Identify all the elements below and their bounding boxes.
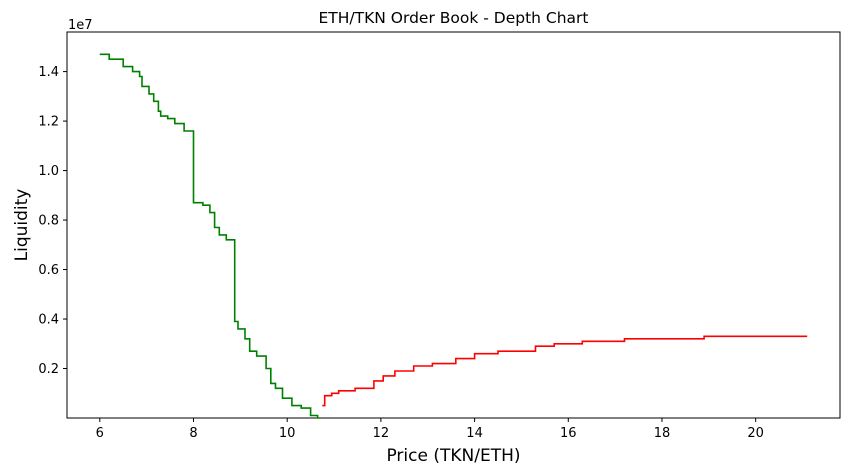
y-tick-label: 0.2 <box>38 362 59 377</box>
x-tick-label: 16 <box>560 426 577 441</box>
y-tick-label: 0.6 <box>38 263 59 278</box>
y-tick-label: 0.8 <box>38 214 59 229</box>
plot-area <box>99 53 808 419</box>
x-axis: 6 8 10 12 14 16 18 20 <box>96 418 764 441</box>
y-tick-label: 0.4 <box>38 313 59 328</box>
y-offset-text: 1e7 <box>68 18 93 33</box>
x-tick-label: 18 <box>654 426 671 441</box>
x-tick-label: 20 <box>747 426 764 441</box>
series-line-0 <box>99 53 320 419</box>
x-tick-label: 6 <box>96 426 104 441</box>
y-axis-label: Liquidity <box>12 189 32 262</box>
y-axis: 0.2 0.4 0.6 0.8 1.0 1.2 1.4 <box>38 65 67 377</box>
x-tick-label: 10 <box>279 426 296 441</box>
x-tick-label: 12 <box>373 426 390 441</box>
y-tick-label: 1.4 <box>38 65 59 80</box>
y-tick-label: 1.2 <box>38 115 59 130</box>
x-tick-label: 8 <box>189 426 197 441</box>
x-tick-label: 14 <box>466 426 483 441</box>
plot-frame <box>66 31 841 419</box>
x-axis-label: Price (TKN/ETH) <box>386 446 520 466</box>
chart-title: ETH/TKN Order Book - Depth Chart <box>318 9 588 27</box>
y-tick-label: 1.0 <box>38 164 59 179</box>
series-line-1 <box>322 335 808 407</box>
